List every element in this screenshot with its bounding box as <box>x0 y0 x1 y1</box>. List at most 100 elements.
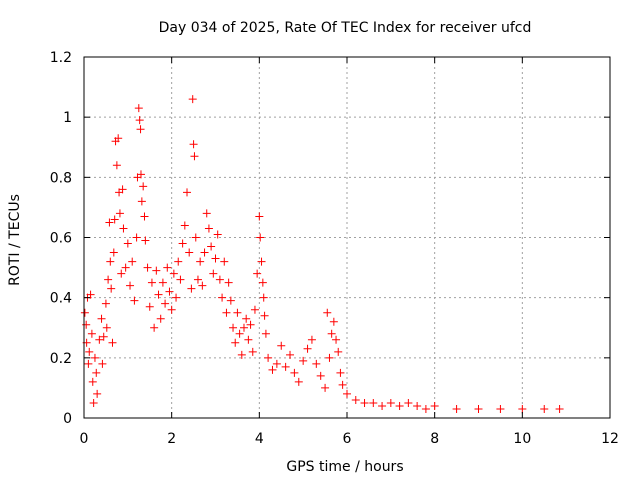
data-point <box>378 401 387 410</box>
data-point <box>80 308 89 317</box>
data-point <box>108 338 117 347</box>
data-point <box>163 263 172 272</box>
data-point <box>369 398 378 407</box>
x-tick-label: 2 <box>167 431 176 447</box>
data-point <box>226 296 235 305</box>
y-tick-label: 1.2 <box>50 50 72 66</box>
data-point <box>165 287 174 296</box>
data-point <box>257 257 266 266</box>
y-tick-label: 1 <box>63 110 72 126</box>
data-point <box>286 350 295 359</box>
data-point <box>239 323 248 332</box>
data-point <box>187 284 196 293</box>
data-point <box>147 278 156 287</box>
data-point <box>99 332 108 341</box>
data-point <box>329 317 338 326</box>
data-point <box>105 218 114 227</box>
data-point <box>102 323 111 332</box>
data-point <box>84 359 93 368</box>
data-point <box>121 263 130 272</box>
data-point <box>248 347 257 356</box>
data-point <box>112 161 121 170</box>
data-point <box>224 278 233 287</box>
data-point <box>180 221 189 230</box>
y-axis-label: ROTI / TECUs <box>7 194 23 286</box>
data-point <box>176 275 185 284</box>
y-tick-label: 0.4 <box>50 291 72 307</box>
data-point <box>264 353 273 362</box>
y-tick-label: 0 <box>63 411 72 427</box>
x-tick-label: 4 <box>255 431 264 447</box>
data-point <box>244 335 253 344</box>
data-point <box>93 389 102 398</box>
data-point <box>95 335 104 344</box>
data-point <box>200 248 209 257</box>
data-point <box>98 359 107 368</box>
data-point <box>220 257 229 266</box>
data-point <box>233 308 242 317</box>
data-point <box>213 230 222 239</box>
data-point <box>87 329 96 338</box>
data-point <box>421 404 430 413</box>
data-point <box>413 401 422 410</box>
data-point <box>268 365 277 374</box>
data-point <box>136 125 145 134</box>
data-point <box>143 263 152 272</box>
data-point <box>237 350 246 359</box>
data-point <box>169 269 178 278</box>
data-point <box>336 368 345 377</box>
data-point <box>215 275 224 284</box>
data-point <box>156 314 165 323</box>
data-point <box>106 257 115 266</box>
data-point <box>290 368 299 377</box>
data-point <box>140 212 149 221</box>
data-point <box>114 134 123 143</box>
data-point <box>258 278 267 287</box>
data-point <box>204 224 213 233</box>
data-point <box>218 293 227 302</box>
data-point <box>323 308 332 317</box>
data-point <box>139 182 148 191</box>
data-point <box>104 275 113 284</box>
data-point <box>246 320 255 329</box>
data-point <box>316 371 325 380</box>
data-point <box>189 140 198 149</box>
data-point <box>128 257 137 266</box>
data-point <box>150 323 159 332</box>
data-point <box>119 224 128 233</box>
data-point <box>250 305 259 314</box>
data-point <box>496 404 505 413</box>
data-point <box>198 281 207 290</box>
grid-lines <box>84 57 610 418</box>
data-point <box>332 335 341 344</box>
data-point <box>137 197 146 206</box>
data-point <box>115 209 124 218</box>
data-point <box>334 347 343 356</box>
data-point <box>260 311 269 320</box>
data-point <box>126 281 135 290</box>
data-point <box>188 95 197 104</box>
data-point <box>101 299 110 308</box>
data-point <box>281 362 290 371</box>
data-point <box>207 242 216 251</box>
y-tick-label: 0.2 <box>50 351 72 367</box>
data-point <box>141 236 150 245</box>
data-point <box>325 353 334 362</box>
data-point <box>134 104 143 113</box>
data-point <box>255 212 264 221</box>
x-tick-label: 0 <box>80 431 89 447</box>
data-point <box>343 389 351 398</box>
data-point <box>174 257 183 266</box>
data-point <box>261 329 270 338</box>
x-axis-label: GPS time / hours <box>286 459 403 475</box>
data-point <box>222 308 231 317</box>
data-point <box>92 368 101 377</box>
x-tick-label: 8 <box>430 431 439 447</box>
data-point <box>190 152 199 161</box>
data-point <box>109 248 118 257</box>
data-point <box>123 239 132 248</box>
data-point <box>299 356 308 365</box>
data-point <box>82 320 91 329</box>
data-point <box>209 269 218 278</box>
y-tick-label: 0.8 <box>50 170 72 186</box>
